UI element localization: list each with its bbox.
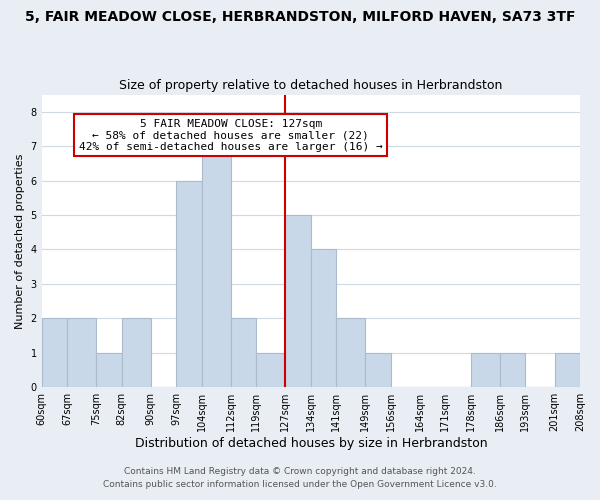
- Text: 5, FAIR MEADOW CLOSE, HERBRANDSTON, MILFORD HAVEN, SA73 3TF: 5, FAIR MEADOW CLOSE, HERBRANDSTON, MILF…: [25, 10, 575, 24]
- Bar: [202, 146, 231, 387]
- Text: 5 FAIR MEADOW CLOSE: 127sqm
← 58% of detached houses are smaller (22)
42% of sem: 5 FAIR MEADOW CLOSE: 127sqm ← 58% of det…: [79, 118, 383, 152]
- Text: Contains HM Land Registry data © Crown copyright and database right 2024.
Contai: Contains HM Land Registry data © Crown c…: [103, 468, 497, 489]
- Bar: [554, 353, 580, 387]
- Bar: [67, 318, 96, 387]
- Bar: [41, 318, 67, 387]
- Bar: [96, 353, 122, 387]
- Bar: [500, 353, 526, 387]
- Bar: [176, 180, 202, 387]
- Bar: [122, 318, 151, 387]
- Bar: [256, 353, 286, 387]
- Bar: [336, 318, 365, 387]
- Bar: [365, 353, 391, 387]
- Bar: [286, 215, 311, 387]
- Bar: [231, 318, 256, 387]
- X-axis label: Distribution of detached houses by size in Herbrandston: Distribution of detached houses by size …: [134, 437, 487, 450]
- Title: Size of property relative to detached houses in Herbrandston: Size of property relative to detached ho…: [119, 79, 503, 92]
- Bar: [471, 353, 500, 387]
- Y-axis label: Number of detached properties: Number of detached properties: [15, 153, 25, 328]
- Bar: [311, 250, 336, 387]
